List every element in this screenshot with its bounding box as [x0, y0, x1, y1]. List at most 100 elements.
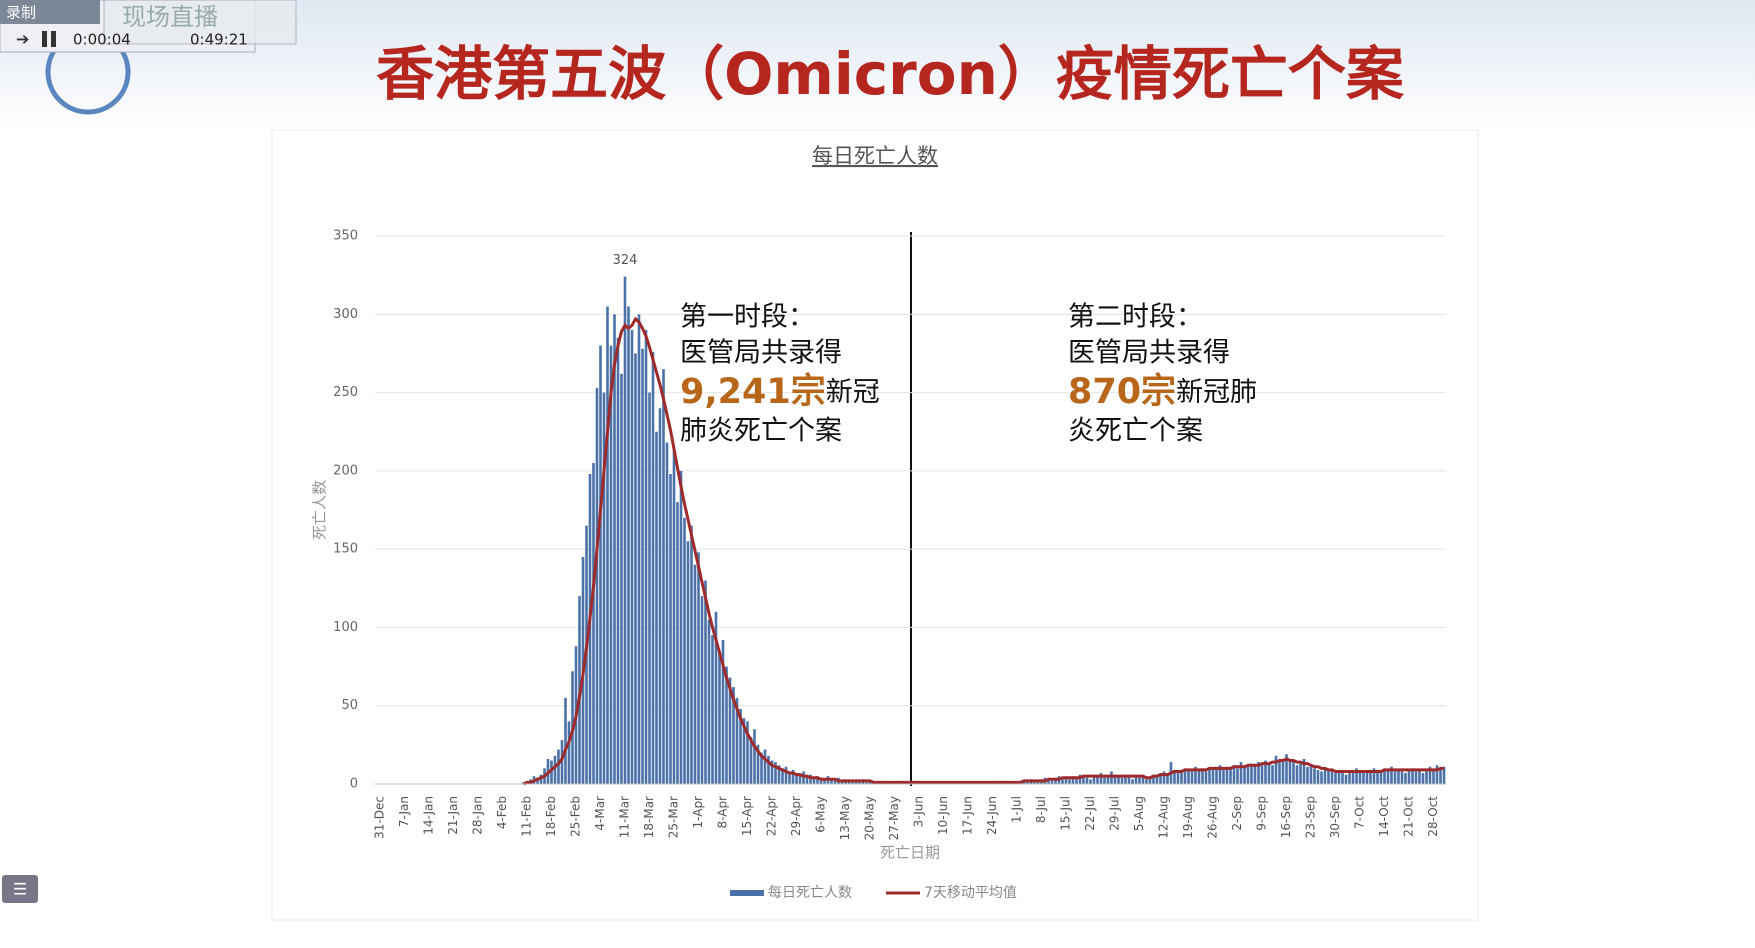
bar — [1271, 765, 1274, 784]
x-tick-label: 7-Jan — [397, 796, 411, 827]
x-tick-label: 14-Oct — [1377, 796, 1391, 837]
x-tick-label: 28-Oct — [1426, 796, 1440, 837]
bar — [1274, 755, 1278, 784]
bar — [753, 729, 756, 784]
bar — [648, 392, 651, 784]
bar — [679, 470, 683, 784]
bar — [1421, 773, 1425, 784]
bar — [1439, 768, 1442, 784]
pause-icon[interactable] — [42, 31, 47, 47]
bar — [1085, 777, 1089, 784]
bar — [1201, 768, 1204, 784]
x-tick-label: 25-Mar — [667, 796, 681, 838]
bar — [1320, 771, 1323, 784]
x-tick-label: 4-Mar — [593, 796, 607, 831]
bar — [1106, 776, 1110, 784]
bar — [1432, 769, 1435, 784]
bar — [742, 718, 746, 784]
bar — [1190, 771, 1194, 784]
bar — [669, 473, 672, 784]
bar — [1204, 771, 1208, 784]
bar — [739, 708, 742, 784]
bar — [662, 369, 665, 784]
bar — [620, 373, 623, 784]
bar — [1425, 771, 1428, 784]
y-tick-label: 200 — [333, 463, 358, 478]
legend-label: 7天移动平均值 — [924, 885, 1017, 901]
bar — [1138, 777, 1141, 784]
remaining-time: 0:49:21 — [190, 31, 248, 49]
bar — [802, 771, 805, 784]
bar — [1313, 768, 1316, 784]
bar — [1278, 762, 1281, 784]
bar — [1145, 779, 1148, 784]
y-tick-label: 300 — [333, 307, 358, 322]
bar — [1117, 776, 1120, 784]
x-tick-label: 10-Jun — [936, 796, 950, 835]
bar — [1050, 780, 1054, 784]
bar — [676, 502, 679, 784]
bar — [1295, 765, 1299, 784]
bar — [613, 314, 616, 784]
x-tick-label: 3-Jun — [912, 796, 926, 827]
bar — [1110, 771, 1113, 784]
bar — [1407, 769, 1411, 784]
bar — [1393, 771, 1397, 784]
bar — [550, 760, 553, 784]
bar — [1362, 773, 1365, 784]
bar — [830, 779, 833, 784]
bar — [1229, 768, 1232, 784]
annotation-heading: 第二时段： — [1068, 302, 1203, 333]
bar — [1253, 765, 1257, 784]
bar — [1124, 774, 1127, 784]
bar — [774, 762, 777, 784]
bar — [665, 442, 669, 784]
bar — [798, 774, 802, 784]
x-tick-label: 18-Mar — [642, 796, 656, 838]
bar — [1078, 774, 1082, 784]
bar — [777, 765, 781, 784]
bar — [840, 780, 844, 784]
bar — [1285, 754, 1288, 784]
bar — [781, 768, 784, 784]
bar — [1358, 771, 1362, 784]
x-tick-label: 29-Jul — [1108, 796, 1122, 831]
bar — [1365, 771, 1369, 784]
bar — [651, 351, 655, 784]
bar — [693, 564, 697, 784]
bar — [1211, 768, 1215, 784]
bar — [1092, 774, 1096, 784]
bar — [1152, 774, 1155, 784]
bar — [1197, 769, 1201, 784]
live-button[interactable] — [103, 0, 297, 45]
annotation-count-line: 9,241宗新冠 — [680, 371, 880, 412]
bar — [711, 635, 714, 784]
y-tick-label: 350 — [333, 229, 358, 244]
bar — [791, 769, 795, 784]
pause-icon[interactable] — [51, 31, 56, 47]
bar — [735, 697, 739, 784]
bar — [1442, 766, 1446, 784]
bar — [1061, 779, 1064, 784]
bar — [1386, 769, 1390, 784]
bar — [627, 306, 630, 784]
menu-button[interactable] — [2, 875, 38, 903]
bar — [616, 337, 620, 784]
bar — [707, 619, 711, 784]
bar — [1418, 769, 1421, 784]
play-icon[interactable]: ➔ — [16, 30, 29, 49]
annotation-tail: 肺炎死亡个案 — [680, 416, 842, 447]
bar — [756, 744, 760, 784]
bar — [1127, 776, 1131, 784]
x-tick-label: 30-Sep — [1328, 796, 1342, 838]
y-axis-label: 死亡人数 — [311, 480, 329, 540]
bar — [623, 276, 627, 784]
bar — [641, 348, 644, 784]
bar — [1390, 766, 1393, 784]
bar — [599, 345, 602, 784]
bar — [1120, 777, 1124, 784]
chart-title: 每日死亡人数 — [812, 144, 938, 168]
x-tick-label: 1-Jul — [1010, 796, 1024, 823]
